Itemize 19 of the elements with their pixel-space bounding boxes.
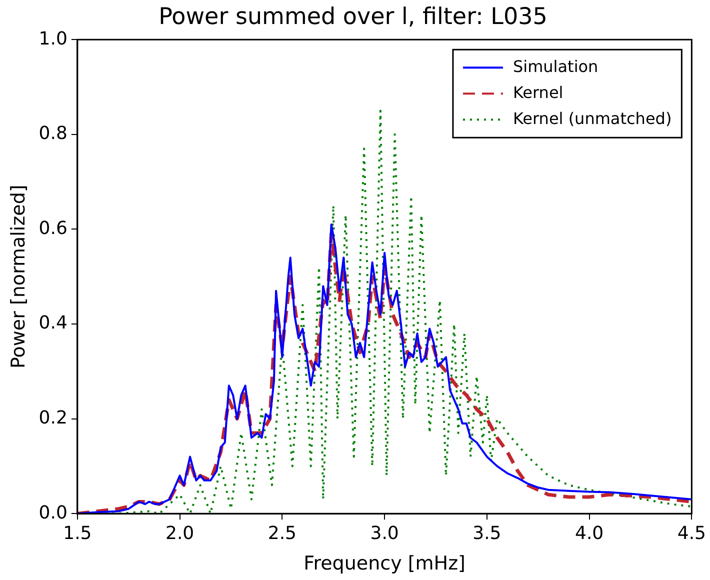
- x-tick-label: 4.0: [574, 523, 604, 544]
- x-tick-label: 4.5: [677, 523, 706, 544]
- x-axis-title: Frequency [mHz]: [304, 552, 466, 575]
- x-tick-label: 2.5: [268, 523, 296, 544]
- legend-label: Kernel: [512, 82, 564, 102]
- chart-title: Power summed over l, filter: L035: [158, 4, 548, 30]
- x-tick-label: 3.5: [472, 523, 502, 544]
- y-tick-label: 0.4: [38, 312, 68, 334]
- x-tick-label: 1.5: [63, 523, 92, 544]
- legend-label: Simulation: [512, 56, 598, 76]
- y-tick-label: 1.0: [38, 28, 68, 50]
- y-tick-label: 0.0: [38, 502, 68, 524]
- x-tick-label: 2.0: [165, 523, 194, 544]
- y-axis-title: Power [normalized]: [7, 184, 30, 369]
- y-tick-label: 0.6: [38, 218, 68, 239]
- y-tick-label: 0.8: [38, 123, 68, 144]
- legend-label: Kernel (unmatched): [512, 108, 672, 128]
- y-tick-label: 0.2: [38, 407, 68, 428]
- x-tick-label: 3.0: [370, 523, 399, 544]
